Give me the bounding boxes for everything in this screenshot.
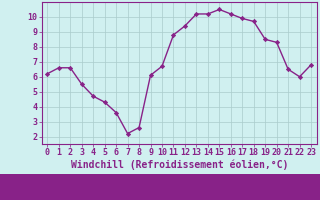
X-axis label: Windchill (Refroidissement éolien,°C): Windchill (Refroidissement éolien,°C) (70, 160, 288, 170)
